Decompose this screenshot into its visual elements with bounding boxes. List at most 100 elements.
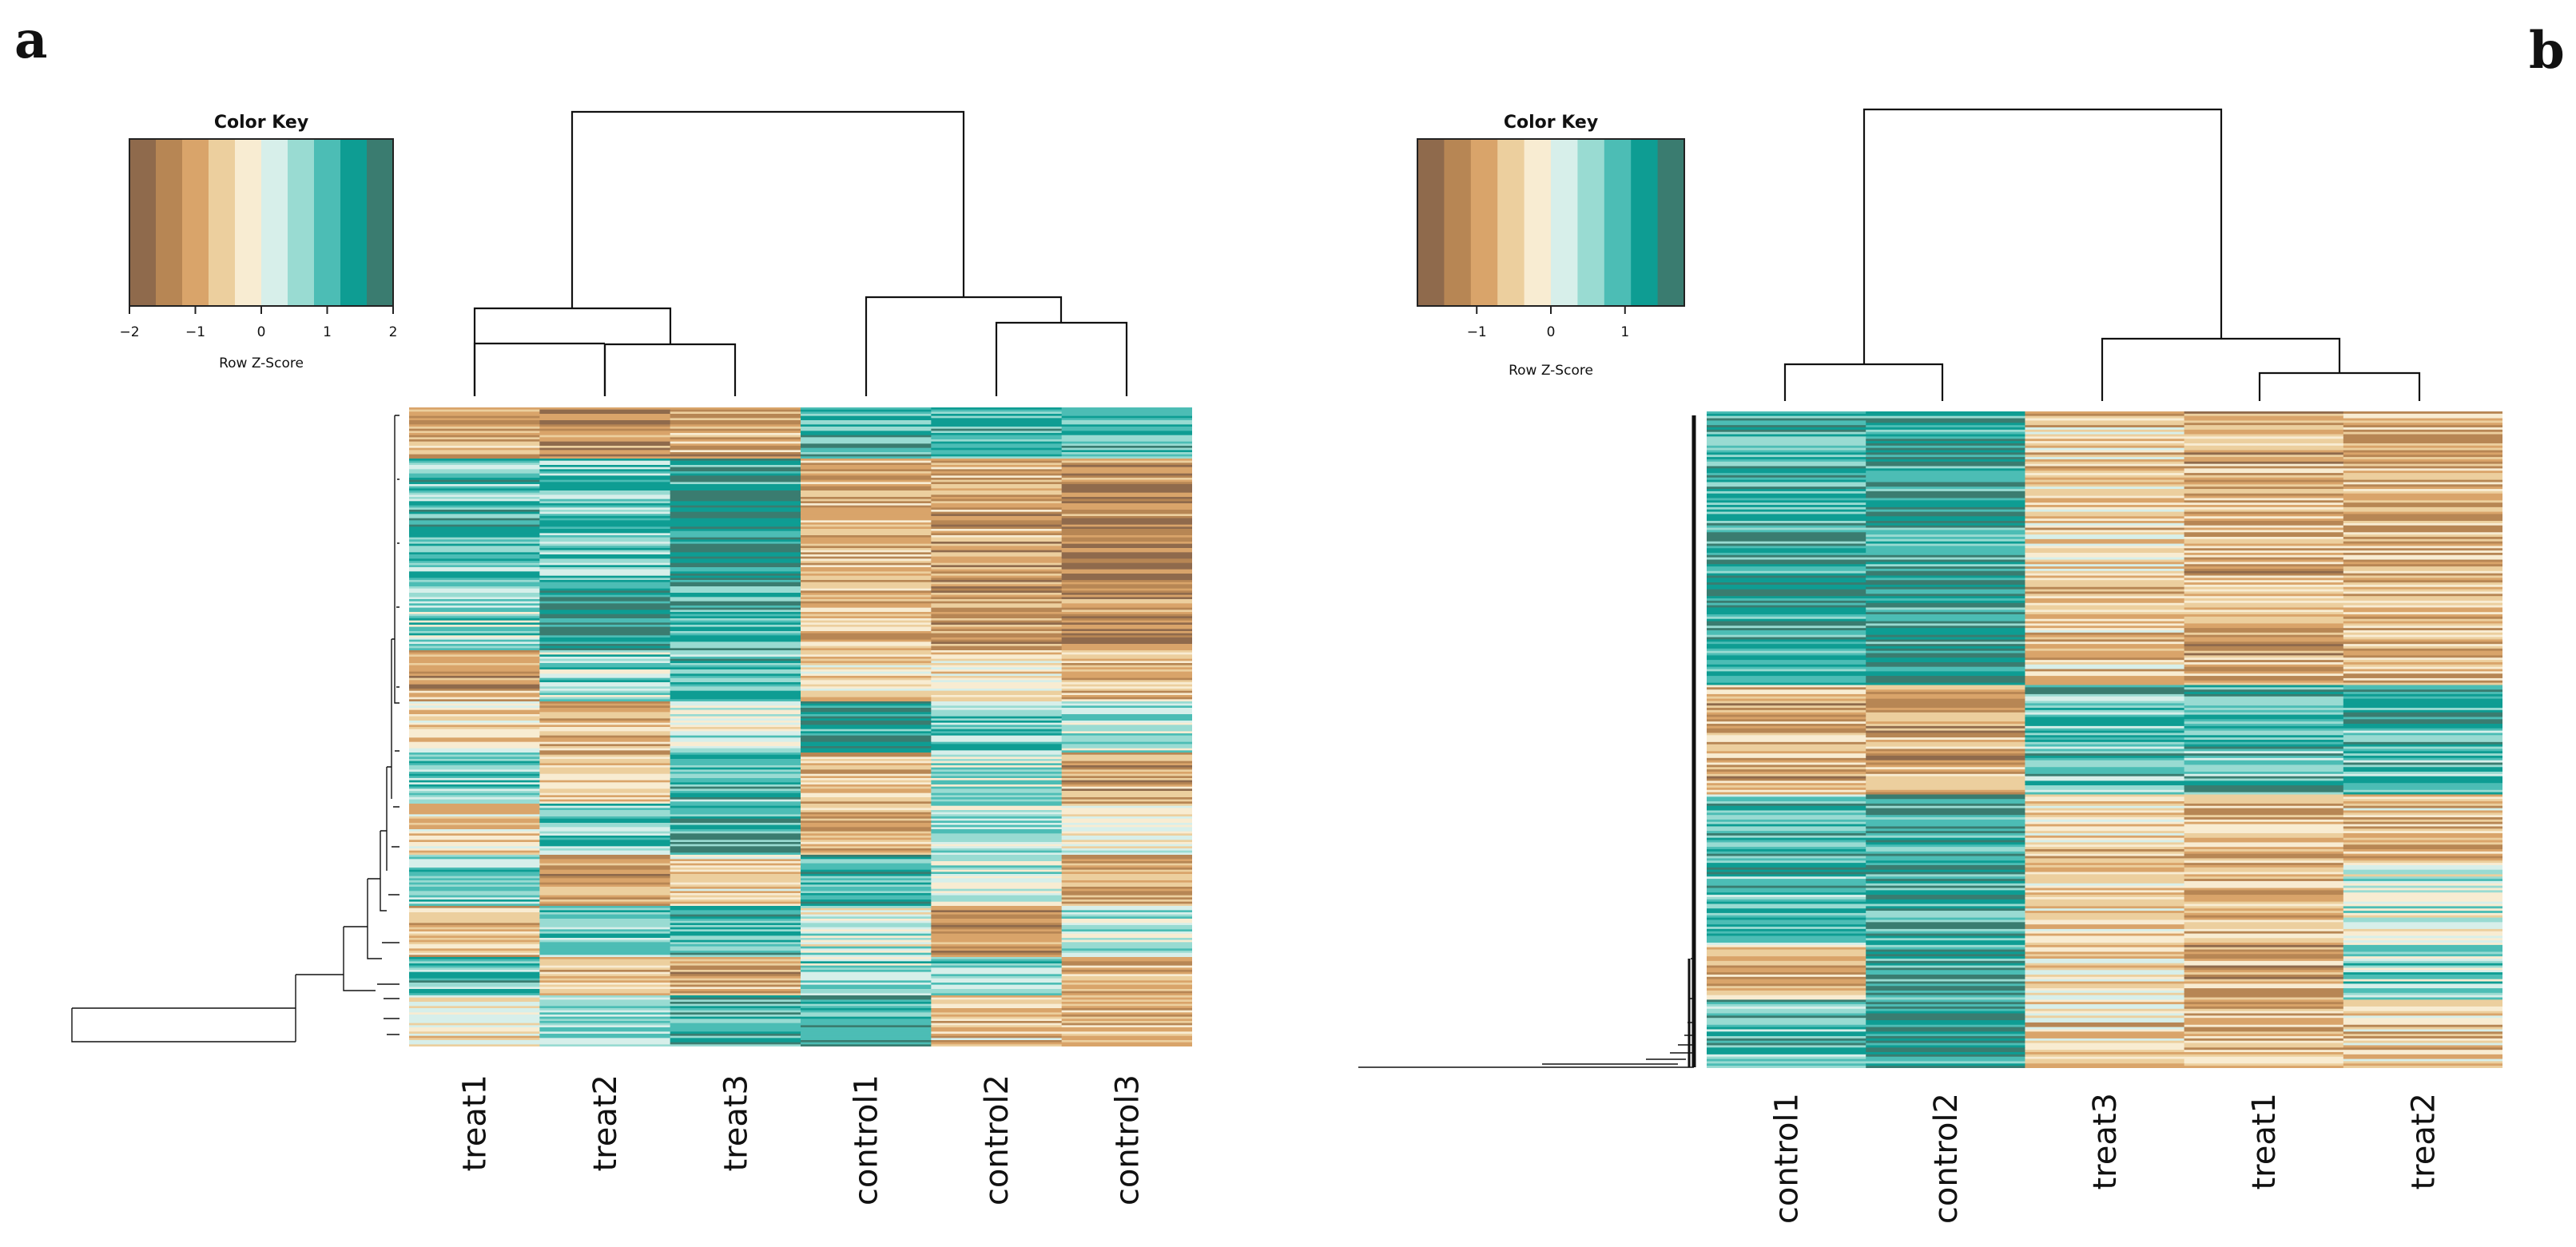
heatmap-cell bbox=[539, 759, 671, 762]
heatmap-cell bbox=[2025, 801, 2185, 804]
heatmap-cell bbox=[1061, 748, 1192, 751]
heatmap-cell bbox=[2025, 466, 2185, 469]
heatmap-cell bbox=[1061, 887, 1192, 890]
heatmap-cell bbox=[2343, 614, 2502, 618]
heatmap-cell bbox=[1061, 522, 1192, 526]
heatmap-cell bbox=[2184, 1040, 2344, 1044]
color-key-swatch bbox=[1417, 139, 1445, 306]
heatmap-cell bbox=[1707, 917, 1866, 921]
heatmap-cell bbox=[539, 569, 671, 572]
heatmap-cell bbox=[1707, 976, 1866, 980]
heatmap-cell bbox=[539, 418, 671, 421]
heatmap-cell bbox=[539, 763, 671, 766]
row-dendrogram-b bbox=[1358, 415, 1696, 1068]
heatmap-cell bbox=[931, 997, 1063, 1000]
heatmap-cell bbox=[2025, 935, 2185, 939]
heatmap-cell bbox=[670, 565, 801, 568]
heatmap-cell bbox=[670, 415, 801, 419]
heatmap-cell bbox=[539, 882, 671, 885]
heatmap-cell bbox=[1866, 783, 2025, 786]
heatmap-cell bbox=[2343, 509, 2502, 513]
heatmap-cell bbox=[1866, 908, 2025, 911]
heatmap-cell bbox=[801, 578, 932, 581]
heatmap-cell bbox=[2025, 645, 2185, 649]
heatmap-cell bbox=[2184, 803, 2344, 807]
heatmap-cell bbox=[1061, 644, 1192, 647]
heatmap-cell bbox=[2343, 851, 2502, 855]
heatmap-cell bbox=[2343, 584, 2502, 588]
heatmap-cell bbox=[2025, 641, 2185, 645]
heatmap-cell bbox=[670, 669, 801, 673]
heatmap-cell bbox=[801, 629, 932, 632]
heatmap-cell bbox=[409, 999, 540, 1003]
heatmap-cell bbox=[1707, 906, 1866, 909]
heatmap-cell bbox=[539, 765, 671, 768]
heatmap-cell bbox=[670, 878, 801, 881]
heatmap-cell bbox=[1707, 935, 1866, 939]
heatmap-cell bbox=[1707, 744, 1866, 748]
heatmap-cell bbox=[2025, 1042, 2185, 1046]
heatmap-cell bbox=[2025, 436, 2185, 439]
heatmap-cell bbox=[409, 635, 540, 638]
heatmap-cell bbox=[1707, 685, 1866, 688]
heatmap-cell bbox=[931, 782, 1063, 785]
heatmap-cell bbox=[670, 684, 801, 687]
heatmap-cell bbox=[1061, 492, 1192, 495]
heatmap-cell bbox=[2025, 744, 2185, 748]
color-key-label-a: Row Z-Score bbox=[219, 355, 304, 371]
heatmap-cell bbox=[670, 795, 801, 798]
heatmap-cell bbox=[1866, 954, 2025, 957]
heatmap-cell bbox=[1707, 963, 1866, 967]
heatmap-cell bbox=[1707, 1052, 1866, 1055]
heatmap-cell bbox=[801, 919, 932, 922]
heatmap-cell bbox=[1866, 568, 2025, 572]
heatmap-cell bbox=[409, 427, 540, 430]
heatmap-cell bbox=[670, 537, 801, 540]
heatmap-cell bbox=[409, 812, 540, 815]
heatmap-cell bbox=[1061, 693, 1192, 696]
heatmap-cell bbox=[2184, 780, 2344, 784]
heatmap-cell bbox=[539, 721, 671, 724]
heatmap-cell bbox=[1061, 699, 1192, 702]
heatmap-cell bbox=[2184, 685, 2344, 688]
heatmap-cell bbox=[1061, 620, 1192, 623]
heatmap-cell bbox=[670, 712, 801, 715]
heatmap-cell bbox=[931, 498, 1063, 502]
heatmap-cell bbox=[670, 735, 801, 738]
heatmap-cell bbox=[670, 607, 801, 610]
heatmap-cell bbox=[2025, 963, 2185, 967]
heatmap-cell bbox=[409, 744, 540, 747]
heatmap-cell bbox=[409, 1002, 540, 1005]
heatmap-cell bbox=[931, 1025, 1063, 1028]
heatmap-cell bbox=[1866, 473, 2025, 476]
heatmap-cell bbox=[801, 518, 932, 521]
heatmap-cell bbox=[1061, 895, 1192, 898]
heatmap-cell bbox=[931, 861, 1063, 864]
heatmap-cell bbox=[2343, 521, 2502, 524]
heatmap-cell bbox=[409, 773, 540, 776]
heatmap-cell bbox=[409, 765, 540, 768]
heatmap-cell bbox=[2184, 466, 2344, 469]
heatmap-cell bbox=[409, 505, 540, 508]
heatmap-cell bbox=[801, 737, 932, 741]
heatmap-cell bbox=[801, 983, 932, 986]
heatmap-cell bbox=[1866, 546, 2025, 549]
heatmap-cell bbox=[801, 914, 932, 917]
heatmap-cell bbox=[539, 735, 671, 738]
heatmap-cell bbox=[409, 599, 540, 602]
heatmap-cell bbox=[2343, 685, 2502, 688]
heatmap-cell bbox=[409, 852, 540, 856]
heatmap-cell bbox=[1866, 764, 2025, 768]
color-key-title-a: Color Key bbox=[214, 113, 308, 133]
heatmap-cell bbox=[539, 872, 671, 875]
heatmap-cell bbox=[2184, 443, 2344, 447]
heatmap-cell bbox=[409, 827, 540, 830]
heatmap-cell bbox=[670, 1010, 801, 1013]
heatmap-cell bbox=[670, 859, 801, 862]
heatmap-cell bbox=[1866, 532, 2025, 535]
heatmap-cell bbox=[1866, 741, 2025, 745]
heatmap-cell bbox=[1866, 997, 2025, 1000]
heatmap-cell bbox=[931, 970, 1063, 973]
heatmap-cell bbox=[2025, 972, 2185, 975]
heatmap-cell bbox=[801, 671, 932, 674]
